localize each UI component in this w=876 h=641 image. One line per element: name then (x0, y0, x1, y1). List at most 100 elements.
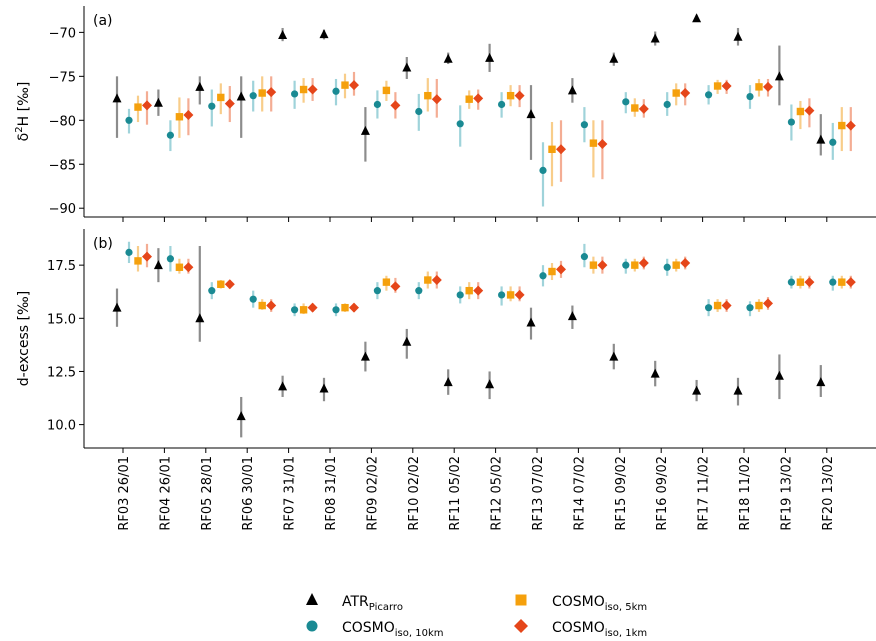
x-tick-label: RF10 02/02 (407, 456, 422, 531)
data-point (622, 98, 630, 106)
data-point (713, 301, 722, 310)
data-point (485, 379, 495, 389)
data-point (382, 278, 391, 286)
data-point (721, 300, 732, 311)
data-point (299, 306, 308, 314)
data-point (341, 81, 349, 89)
legend-item-atr: ATRPicarro (306, 593, 403, 613)
x-tick-label: RF11 05/02 (448, 456, 463, 531)
data-point (291, 90, 299, 98)
data-point (763, 81, 773, 92)
data-point (236, 91, 246, 101)
data-point (663, 263, 671, 271)
data-point (224, 279, 235, 290)
data-point (112, 302, 122, 312)
legend-item-c5: COSMOiso, 5km (515, 594, 647, 613)
x-tick-label: RF19 13/02 (779, 456, 794, 531)
series-c10 (125, 78, 837, 207)
data-point (721, 81, 732, 92)
data-point (609, 53, 619, 63)
data-point (680, 258, 691, 269)
data-point (829, 278, 837, 286)
data-point (208, 102, 216, 110)
data-point (166, 255, 174, 263)
data-point (402, 336, 412, 346)
data-point (373, 100, 381, 109)
legend-marker (515, 594, 527, 606)
data-point (539, 272, 547, 280)
data-point (360, 351, 370, 361)
data-point (431, 94, 442, 105)
data-point (597, 139, 608, 150)
data-point (443, 377, 453, 387)
data-point (112, 93, 122, 103)
legend: ATRPicarro COSMOiso, 10km COSMOiso, 5km COS… (306, 593, 647, 639)
y-tick-label: 10.0 (47, 419, 76, 434)
data-point (332, 306, 340, 314)
data-point (567, 85, 577, 95)
legend-label: COSMOiso, 10km (342, 620, 444, 639)
data-point (183, 262, 194, 273)
data-point (307, 302, 318, 313)
data-point (787, 278, 796, 286)
data-point (755, 83, 763, 91)
data-point (589, 139, 598, 147)
data-point (526, 317, 536, 327)
legend-marker (306, 593, 318, 605)
x-tick-label: RF13 07/02 (531, 456, 546, 531)
data-point (307, 84, 318, 95)
x-tick-label: RF17 11/02 (697, 456, 712, 531)
data-point (195, 81, 205, 91)
data-point (278, 381, 288, 391)
data-point (763, 298, 773, 309)
legend-label: COSMOiso, 1km (552, 620, 647, 639)
data-point (816, 134, 826, 144)
data-point (746, 304, 754, 312)
series-c5 (134, 73, 846, 187)
data-point (266, 87, 277, 98)
data-point (498, 100, 506, 109)
data-point (705, 91, 713, 99)
data-point (548, 267, 556, 276)
data-point (319, 29, 329, 39)
x-tick-label: RF03 26/01 (117, 456, 132, 531)
data-point (473, 285, 484, 296)
legend-item-c1: COSMOiso, 1km (514, 619, 647, 639)
data-point (456, 120, 464, 128)
data-point (473, 93, 484, 104)
data-point (349, 302, 359, 313)
x-tick-label: RF15 09/02 (614, 456, 629, 531)
data-point (838, 121, 846, 130)
data-point (548, 145, 556, 154)
y-tick-label: 15.0 (47, 312, 76, 327)
data-point (319, 383, 329, 393)
data-point (415, 107, 423, 116)
legend-marker (306, 620, 318, 632)
x-tick-label: RF14 07/02 (572, 456, 587, 531)
data-point (125, 248, 133, 256)
data-point (424, 276, 432, 284)
data-point (556, 144, 566, 155)
panel-b: 10.0 12.5 15.0 17.5 (b) d-excess [‰] (16, 229, 876, 453)
data-point (845, 120, 856, 131)
data-point (431, 275, 442, 286)
data-point (291, 306, 299, 314)
data-point (415, 287, 423, 295)
data-point (373, 287, 381, 295)
data-point (692, 13, 702, 23)
data-point (713, 82, 722, 90)
x-tick-label: RF12 05/02 (490, 456, 505, 531)
data-point (580, 121, 589, 129)
y-axis-title: δ2H [‰] (14, 82, 32, 142)
data-point (556, 264, 566, 275)
data-point (208, 287, 216, 295)
data-point (774, 370, 784, 380)
data-point (390, 100, 401, 111)
data-point (153, 260, 163, 270)
data-point (360, 125, 370, 135)
data-point (390, 281, 401, 292)
data-point (845, 277, 856, 288)
data-point (672, 261, 680, 269)
data-point (266, 300, 277, 311)
y-tick-label: −90 (49, 202, 76, 217)
